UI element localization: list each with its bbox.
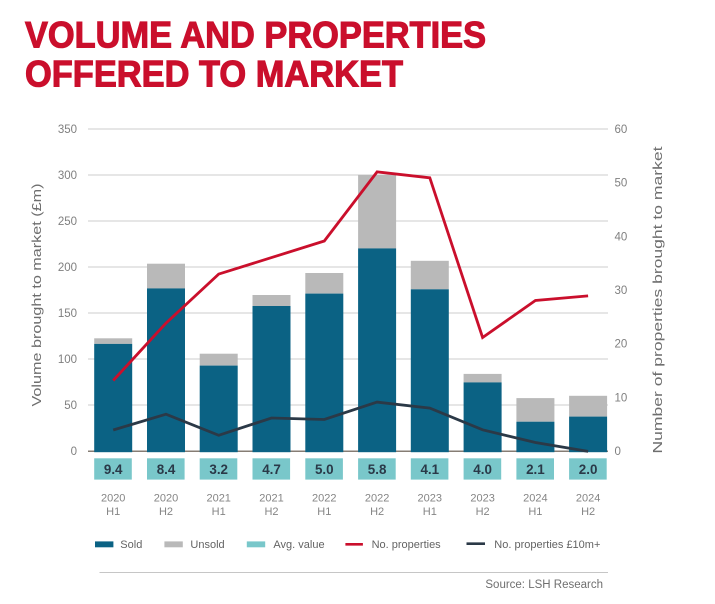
svg-text:2024: 2024 (523, 493, 547, 505)
svg-text:200: 200 (58, 262, 77, 274)
svg-text:H1: H1 (106, 506, 120, 518)
svg-text:4.0: 4.0 (473, 462, 492, 477)
svg-text:100: 100 (58, 354, 77, 366)
svg-text:350: 350 (58, 124, 77, 136)
svg-text:H2: H2 (159, 506, 173, 518)
svg-text:2.0: 2.0 (579, 462, 598, 477)
svg-text:3.2: 3.2 (209, 462, 228, 477)
svg-text:No. properties: No. properties (372, 539, 442, 551)
svg-text:H2: H2 (581, 506, 595, 518)
svg-text:H1: H1 (317, 506, 331, 518)
svg-text:60: 60 (615, 124, 628, 136)
svg-text:30: 30 (615, 285, 628, 297)
svg-text:50: 50 (64, 400, 77, 412)
svg-text:OFFERED TO MARKET: OFFERED TO MARKET (25, 54, 403, 95)
svg-text:H1: H1 (528, 506, 542, 518)
svg-text:Avg. value: Avg. value (273, 539, 324, 551)
svg-text:2024: 2024 (576, 493, 600, 505)
svg-text:2020: 2020 (101, 493, 125, 505)
svg-text:H1: H1 (212, 506, 226, 518)
svg-text:Sold: Sold (120, 539, 142, 551)
svg-text:2023: 2023 (418, 493, 442, 505)
svg-text:Unsold: Unsold (190, 539, 224, 551)
svg-text:2021: 2021 (206, 493, 230, 505)
svg-text:300: 300 (58, 170, 77, 182)
svg-text:2022: 2022 (312, 493, 336, 505)
svg-text:250: 250 (58, 216, 77, 228)
svg-text:No. properties £10m+: No. properties £10m+ (494, 539, 600, 551)
svg-text:2022: 2022 (365, 493, 389, 505)
svg-text:H2: H2 (476, 506, 490, 518)
svg-text:20: 20 (615, 339, 628, 351)
svg-text:150: 150 (58, 308, 77, 320)
svg-text:2.1: 2.1 (526, 462, 545, 477)
svg-text:5.0: 5.0 (315, 462, 334, 477)
svg-text:4.1: 4.1 (420, 462, 439, 477)
svg-text:50: 50 (615, 178, 628, 190)
svg-text:2020: 2020 (154, 493, 178, 505)
svg-text:2021: 2021 (259, 493, 283, 505)
svg-text:VOLUME AND PROPERTIES: VOLUME AND PROPERTIES (25, 15, 486, 56)
svg-text:9.4: 9.4 (104, 462, 123, 477)
svg-text:2023: 2023 (470, 493, 494, 505)
svg-text:Source: LSH Research: Source: LSH Research (485, 579, 603, 591)
svg-text:H1: H1 (423, 506, 437, 518)
svg-text:4.7: 4.7 (262, 462, 281, 477)
svg-text:8.4: 8.4 (157, 462, 176, 477)
svg-text:Number of properties brought t: Number of properties brought to market (651, 146, 665, 454)
svg-text:H2: H2 (370, 506, 384, 518)
svg-text:H2: H2 (264, 506, 278, 518)
svg-text:10: 10 (615, 392, 628, 404)
svg-text:40: 40 (615, 231, 628, 243)
svg-text:5.8: 5.8 (368, 462, 387, 477)
svg-text:0: 0 (71, 446, 77, 458)
svg-text:Volume brought to market (£m): Volume brought to market (£m) (30, 184, 44, 407)
svg-text:0: 0 (615, 446, 621, 458)
